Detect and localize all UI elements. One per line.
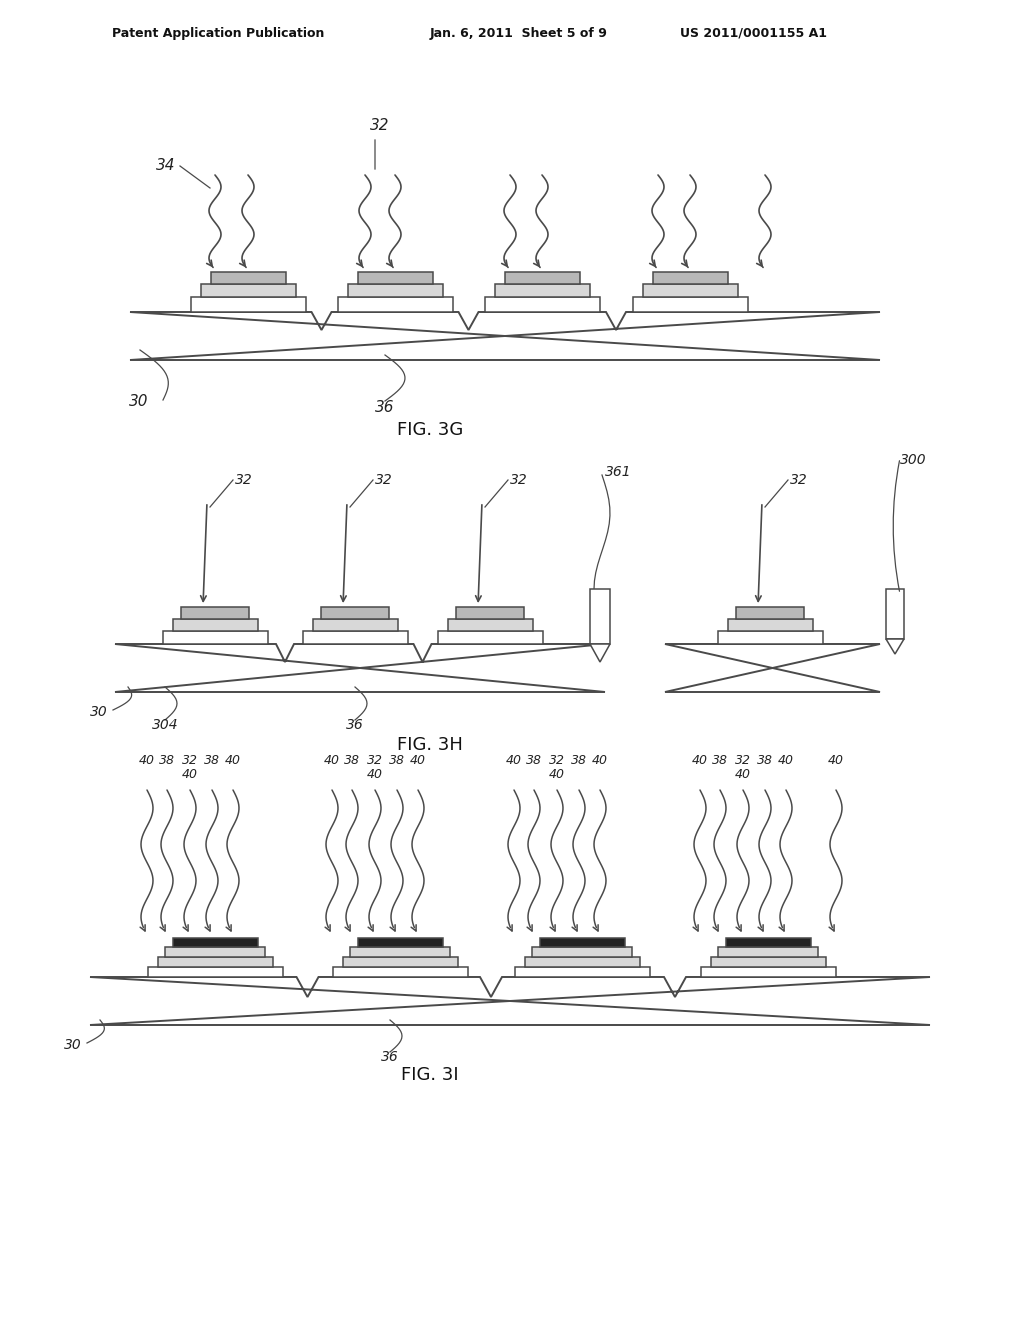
- Bar: [357, 939, 442, 946]
- Text: 38: 38: [712, 754, 728, 767]
- Text: Jan. 6, 2011  Sheet 5 of 9: Jan. 6, 2011 Sheet 5 of 9: [430, 26, 608, 40]
- Polygon shape: [130, 312, 880, 360]
- Text: 361: 361: [605, 465, 632, 479]
- Text: 32: 32: [371, 117, 390, 132]
- Bar: [181, 607, 249, 619]
- Polygon shape: [115, 644, 605, 692]
- Bar: [652, 272, 727, 284]
- Bar: [338, 297, 453, 312]
- Bar: [158, 957, 272, 968]
- Bar: [727, 619, 812, 631]
- Text: 32: 32: [790, 473, 808, 487]
- Text: 36: 36: [375, 400, 394, 416]
- Text: 40: 40: [182, 768, 198, 781]
- Text: 38: 38: [571, 754, 587, 767]
- Bar: [642, 284, 737, 297]
- Bar: [495, 284, 590, 297]
- Text: FIG. 3I: FIG. 3I: [401, 1067, 459, 1084]
- Bar: [886, 589, 904, 639]
- Text: US 2011/0001155 A1: US 2011/0001155 A1: [680, 26, 827, 40]
- Text: 40: 40: [592, 754, 608, 767]
- Text: 40: 40: [735, 768, 751, 781]
- Bar: [514, 968, 649, 977]
- Bar: [718, 631, 822, 644]
- Bar: [505, 272, 580, 284]
- Bar: [347, 284, 442, 297]
- Bar: [172, 939, 257, 946]
- Bar: [201, 284, 296, 297]
- Text: 30: 30: [128, 395, 148, 409]
- Text: 32: 32: [375, 473, 393, 487]
- Bar: [302, 631, 408, 644]
- Polygon shape: [886, 639, 904, 653]
- Text: 32: 32: [510, 473, 527, 487]
- Bar: [357, 272, 432, 284]
- Text: Patent Application Publication: Patent Application Publication: [112, 26, 325, 40]
- Text: 38: 38: [389, 754, 406, 767]
- Bar: [350, 946, 450, 957]
- Text: 34: 34: [156, 157, 175, 173]
- Text: 36: 36: [346, 718, 364, 733]
- Text: 32: 32: [367, 754, 383, 767]
- Polygon shape: [590, 644, 610, 663]
- Bar: [456, 607, 524, 619]
- Bar: [700, 968, 836, 977]
- Text: 38: 38: [344, 754, 360, 767]
- Bar: [147, 968, 283, 977]
- Text: 32: 32: [234, 473, 253, 487]
- Text: 40: 40: [549, 768, 565, 781]
- Text: 40: 40: [506, 754, 522, 767]
- Text: 36: 36: [381, 1049, 399, 1064]
- Text: 32: 32: [182, 754, 198, 767]
- Text: 38: 38: [204, 754, 220, 767]
- Bar: [172, 619, 257, 631]
- Bar: [190, 297, 305, 312]
- Bar: [633, 297, 748, 312]
- Text: 38: 38: [757, 754, 773, 767]
- Text: FIG. 3G: FIG. 3G: [397, 421, 463, 440]
- Bar: [711, 957, 825, 968]
- Text: 300: 300: [900, 453, 927, 467]
- Bar: [590, 589, 610, 644]
- Bar: [540, 939, 625, 946]
- Bar: [484, 297, 599, 312]
- Polygon shape: [90, 977, 930, 1026]
- Text: 40: 40: [139, 754, 155, 767]
- Bar: [437, 631, 543, 644]
- Text: 40: 40: [828, 754, 844, 767]
- Text: 40: 40: [225, 754, 241, 767]
- Bar: [532, 946, 632, 957]
- Text: 32: 32: [549, 754, 565, 767]
- Text: 30: 30: [65, 1038, 82, 1052]
- Polygon shape: [665, 644, 880, 692]
- Bar: [718, 946, 818, 957]
- Text: 32: 32: [735, 754, 751, 767]
- Bar: [165, 946, 265, 957]
- Bar: [736, 607, 804, 619]
- Text: 40: 40: [410, 754, 426, 767]
- Text: 38: 38: [526, 754, 542, 767]
- Bar: [524, 957, 640, 968]
- Bar: [211, 272, 286, 284]
- Text: 30: 30: [90, 705, 108, 719]
- Bar: [163, 631, 267, 644]
- Text: 38: 38: [159, 754, 175, 767]
- Text: 40: 40: [692, 754, 708, 767]
- Bar: [333, 968, 468, 977]
- Bar: [342, 957, 458, 968]
- Text: FIG. 3H: FIG. 3H: [397, 737, 463, 754]
- Bar: [447, 619, 532, 631]
- Text: 304: 304: [152, 718, 178, 733]
- Bar: [312, 619, 397, 631]
- Bar: [725, 939, 811, 946]
- Text: 40: 40: [778, 754, 794, 767]
- Text: 40: 40: [367, 768, 383, 781]
- Text: 40: 40: [324, 754, 340, 767]
- Bar: [321, 607, 389, 619]
